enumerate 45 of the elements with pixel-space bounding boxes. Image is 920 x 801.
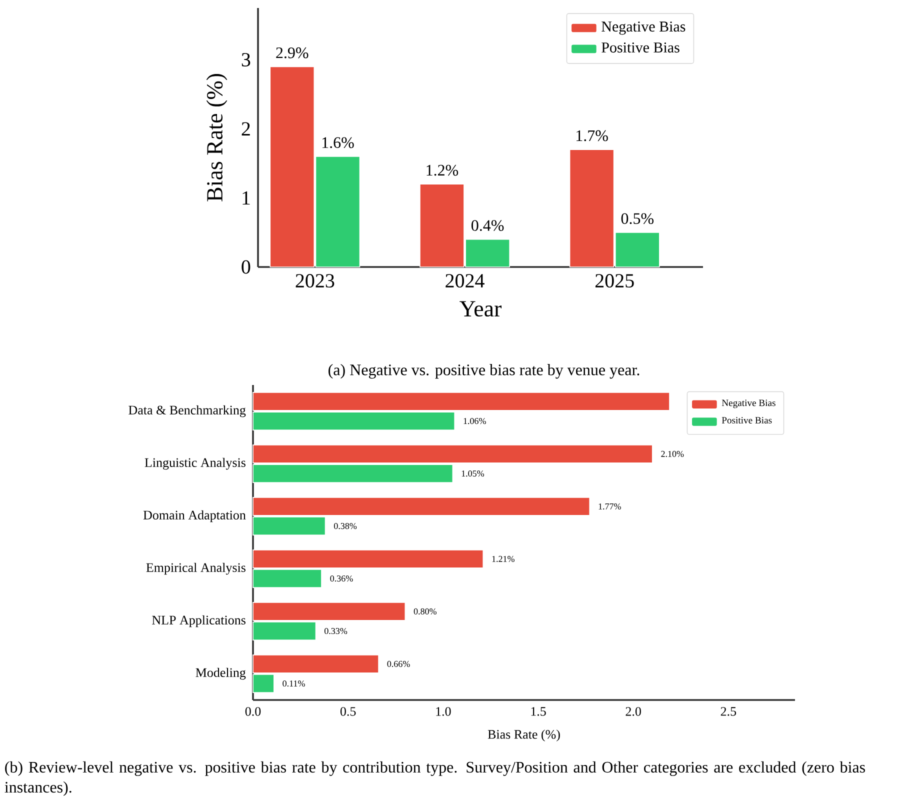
data-label: 0.33% bbox=[324, 628, 348, 634]
data-label: 1.05% bbox=[462, 470, 484, 477]
y-tick-label: 3 bbox=[242, 53, 250, 66]
x-axis-title: Bias Rate (%) bbox=[488, 730, 560, 742]
data-label: 0.11% bbox=[282, 680, 305, 687]
x-tick-label: 2025 bbox=[595, 274, 634, 288]
y-tick-label: 2 bbox=[242, 122, 250, 136]
legend-label: Negative Bias bbox=[722, 400, 776, 408]
data-label: 1.21% bbox=[492, 556, 514, 562]
legend-label: Positive Bias bbox=[722, 417, 772, 424]
y-tick-label: 0 bbox=[242, 260, 250, 274]
legend-label: Positive Bias bbox=[602, 42, 680, 53]
text: (a) Negative vs. positive bias rate by venue year. bbox=[328, 364, 640, 379]
data-label: 2.9% bbox=[276, 47, 308, 58]
x-tick-label: 0.0 bbox=[245, 707, 261, 716]
data-label: 1.6% bbox=[322, 137, 354, 148]
x-tick-label: 1.5 bbox=[531, 707, 546, 716]
x-tick-label: 2.0 bbox=[626, 707, 641, 716]
y-tick-label: Data & Benchmarking bbox=[128, 405, 246, 418]
x-axis-title: Year bbox=[460, 301, 502, 317]
data-label: 0.80% bbox=[414, 608, 436, 614]
data-label: 2.10% bbox=[661, 450, 684, 457]
y-tick-label: NLP Applications bbox=[152, 615, 246, 628]
data-label: 1.77% bbox=[598, 503, 621, 510]
data-label: 0.5% bbox=[621, 213, 654, 224]
x-tick-label: 2023 bbox=[296, 274, 334, 288]
data-label: 0.66% bbox=[387, 660, 410, 667]
legend-label: Negative Bias bbox=[602, 22, 686, 35]
x-tick-label: 1.0 bbox=[436, 707, 451, 716]
y-tick-label: Empirical Analysis bbox=[146, 562, 246, 575]
y-tick-label: Modeling bbox=[196, 668, 246, 680]
data-label: 1.2% bbox=[426, 164, 458, 176]
y-axis-title: Bias Rate (%) bbox=[206, 74, 228, 202]
data-label: 1.06% bbox=[464, 418, 486, 424]
data-label: 0.4% bbox=[472, 220, 504, 231]
y-tick-label: 1 bbox=[242, 191, 250, 205]
x-tick-label: 2024 bbox=[446, 274, 484, 288]
x-tick-label: 2.5 bbox=[720, 707, 736, 716]
x-tick-label: 0.5 bbox=[340, 707, 356, 716]
y-tick-label: Domain Adaptation bbox=[143, 510, 246, 522]
data-label: 0.38% bbox=[334, 522, 357, 530]
y-tick-label: Linguistic Analysis bbox=[144, 458, 246, 470]
data-label: 1.7% bbox=[576, 130, 608, 142]
data-label: 0.36% bbox=[330, 575, 353, 582]
text: (b) Review-level negative vs. positive bias rate by contribution type. Survey/Position and Other categories are excluded (zero bias instances). bbox=[4, 761, 865, 796]
